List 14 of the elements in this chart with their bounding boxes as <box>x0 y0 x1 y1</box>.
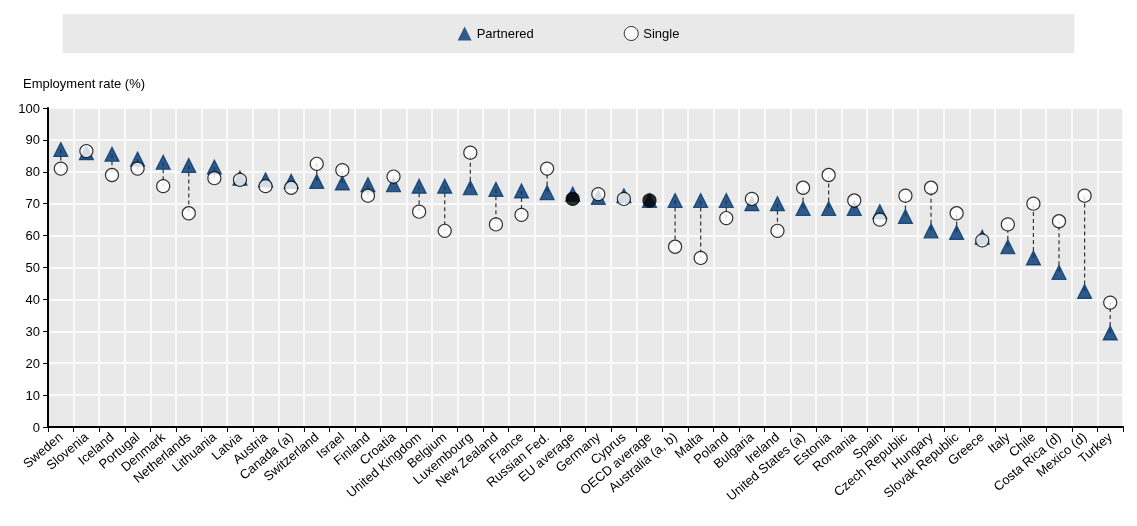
y-tick-label: 80 <box>25 164 40 180</box>
y-tick-label: 60 <box>25 228 40 244</box>
y-tick-label: 10 <box>25 387 40 403</box>
y-axis-title: Employment rate (%) <box>23 76 146 91</box>
legend-label: Partnered <box>476 26 534 41</box>
y-tick-label: 30 <box>25 323 40 339</box>
legend-label: Single <box>643 26 680 41</box>
y-tick-label: 20 <box>25 355 40 371</box>
y-tick-label: 70 <box>25 196 40 212</box>
y-tick-label: 40 <box>25 291 40 307</box>
y-tick-label: 50 <box>25 260 40 275</box>
y-tick-label: 100 <box>18 100 40 116</box>
y-tick-label: 0 <box>32 419 40 435</box>
y-tick-label: 90 <box>25 132 40 148</box>
